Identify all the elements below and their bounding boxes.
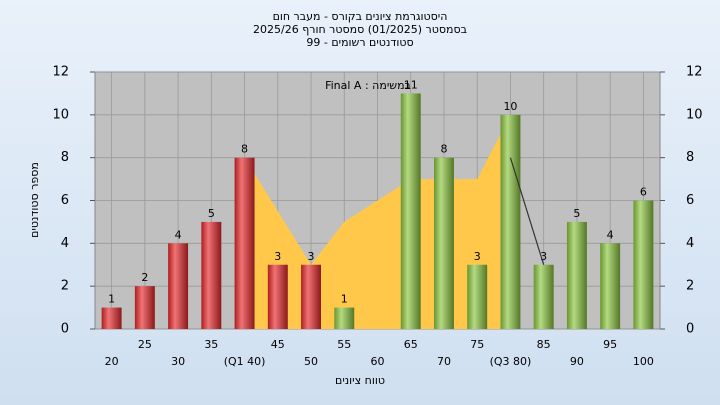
value-label: 6 [640,186,647,199]
y2-tick-label: 10 [686,107,703,122]
bar [600,243,621,329]
value-label: 4 [607,228,614,241]
line [509,157,545,265]
y-tick-label: 12 [52,65,69,80]
x-tick-label: 90 [570,355,584,368]
value-label: 4 [175,228,182,241]
y2-tick-label: 0 [686,322,694,337]
x-tick-label: 100 [633,355,654,368]
bar [533,264,554,329]
bar [400,93,421,330]
y-tick-label: 4 [61,236,69,251]
x-tick-label: 45 [271,338,285,351]
bar [566,221,587,329]
x-tick-label: 55 [337,338,351,351]
bar [633,200,654,329]
x-tick-label: 95 [603,338,617,351]
value-label: 1 [108,293,115,306]
x-tick-label: 50 [304,355,318,368]
annotation: Final A : במשימה [325,79,411,92]
value-label: 5 [573,207,580,220]
y-tick-label: 2 [61,279,69,294]
bar [101,307,122,329]
y-tick-label: 0 [61,322,69,337]
value-label: 3 [274,250,281,263]
value-label: 3 [474,250,481,263]
x-tick-label: 75 [470,338,484,351]
bar [467,264,488,329]
x-tick-label: 20 [105,355,119,368]
value-label: 8 [241,143,248,156]
y-tick-label: 6 [61,193,69,208]
value-label: 2 [141,271,148,284]
y-axis-label: מספר סטודנטים [28,162,41,238]
x-tick-label: 60 [371,355,385,368]
x-tick-label: 85 [537,338,551,351]
x-tick-label: 25 [138,338,152,351]
y2-tick-label: 4 [686,236,694,251]
y2-tick-label: 6 [686,193,694,208]
y-tick-label: 10 [52,107,69,122]
chart-subtitle: בסמסטר (01/2025) סמסטר חורף 2025/26 [253,23,467,36]
y2-tick-label: 2 [686,279,694,294]
bar [234,157,255,329]
x-tick-label: 65 [404,338,418,351]
value-label: 3 [540,250,547,263]
value-label: 3 [308,250,315,263]
chart-title: היסטוגרמת ציונים בקורס - מעבר חום [273,10,448,23]
x-tick-label: (Q3 80) [490,355,532,368]
bar [168,243,189,329]
bar [201,221,222,329]
bar [267,264,288,329]
chart-subtitle: סטודנטים רשומים - 99 [306,36,413,49]
y-tick-label: 8 [61,150,69,165]
value-label: 11 [404,78,418,91]
bar [500,114,521,329]
value-label: 8 [440,143,447,156]
x-tick-label: 30 [171,355,185,368]
bar [434,157,454,329]
value-label: 5 [208,207,215,220]
value-label: 1 [341,293,348,306]
x-tick-label: (Q1 40) [224,355,266,368]
bar [301,264,321,329]
bar [134,286,155,329]
y2-tick-label: 8 [686,150,694,165]
y2-tick-label: 12 [686,65,703,80]
x-tick-label: 35 [204,338,218,351]
bar [334,307,355,329]
value-label: 10 [503,100,517,113]
x-tick-label: 70 [437,355,451,368]
x-axis-label: טווח ציונים [335,374,385,387]
